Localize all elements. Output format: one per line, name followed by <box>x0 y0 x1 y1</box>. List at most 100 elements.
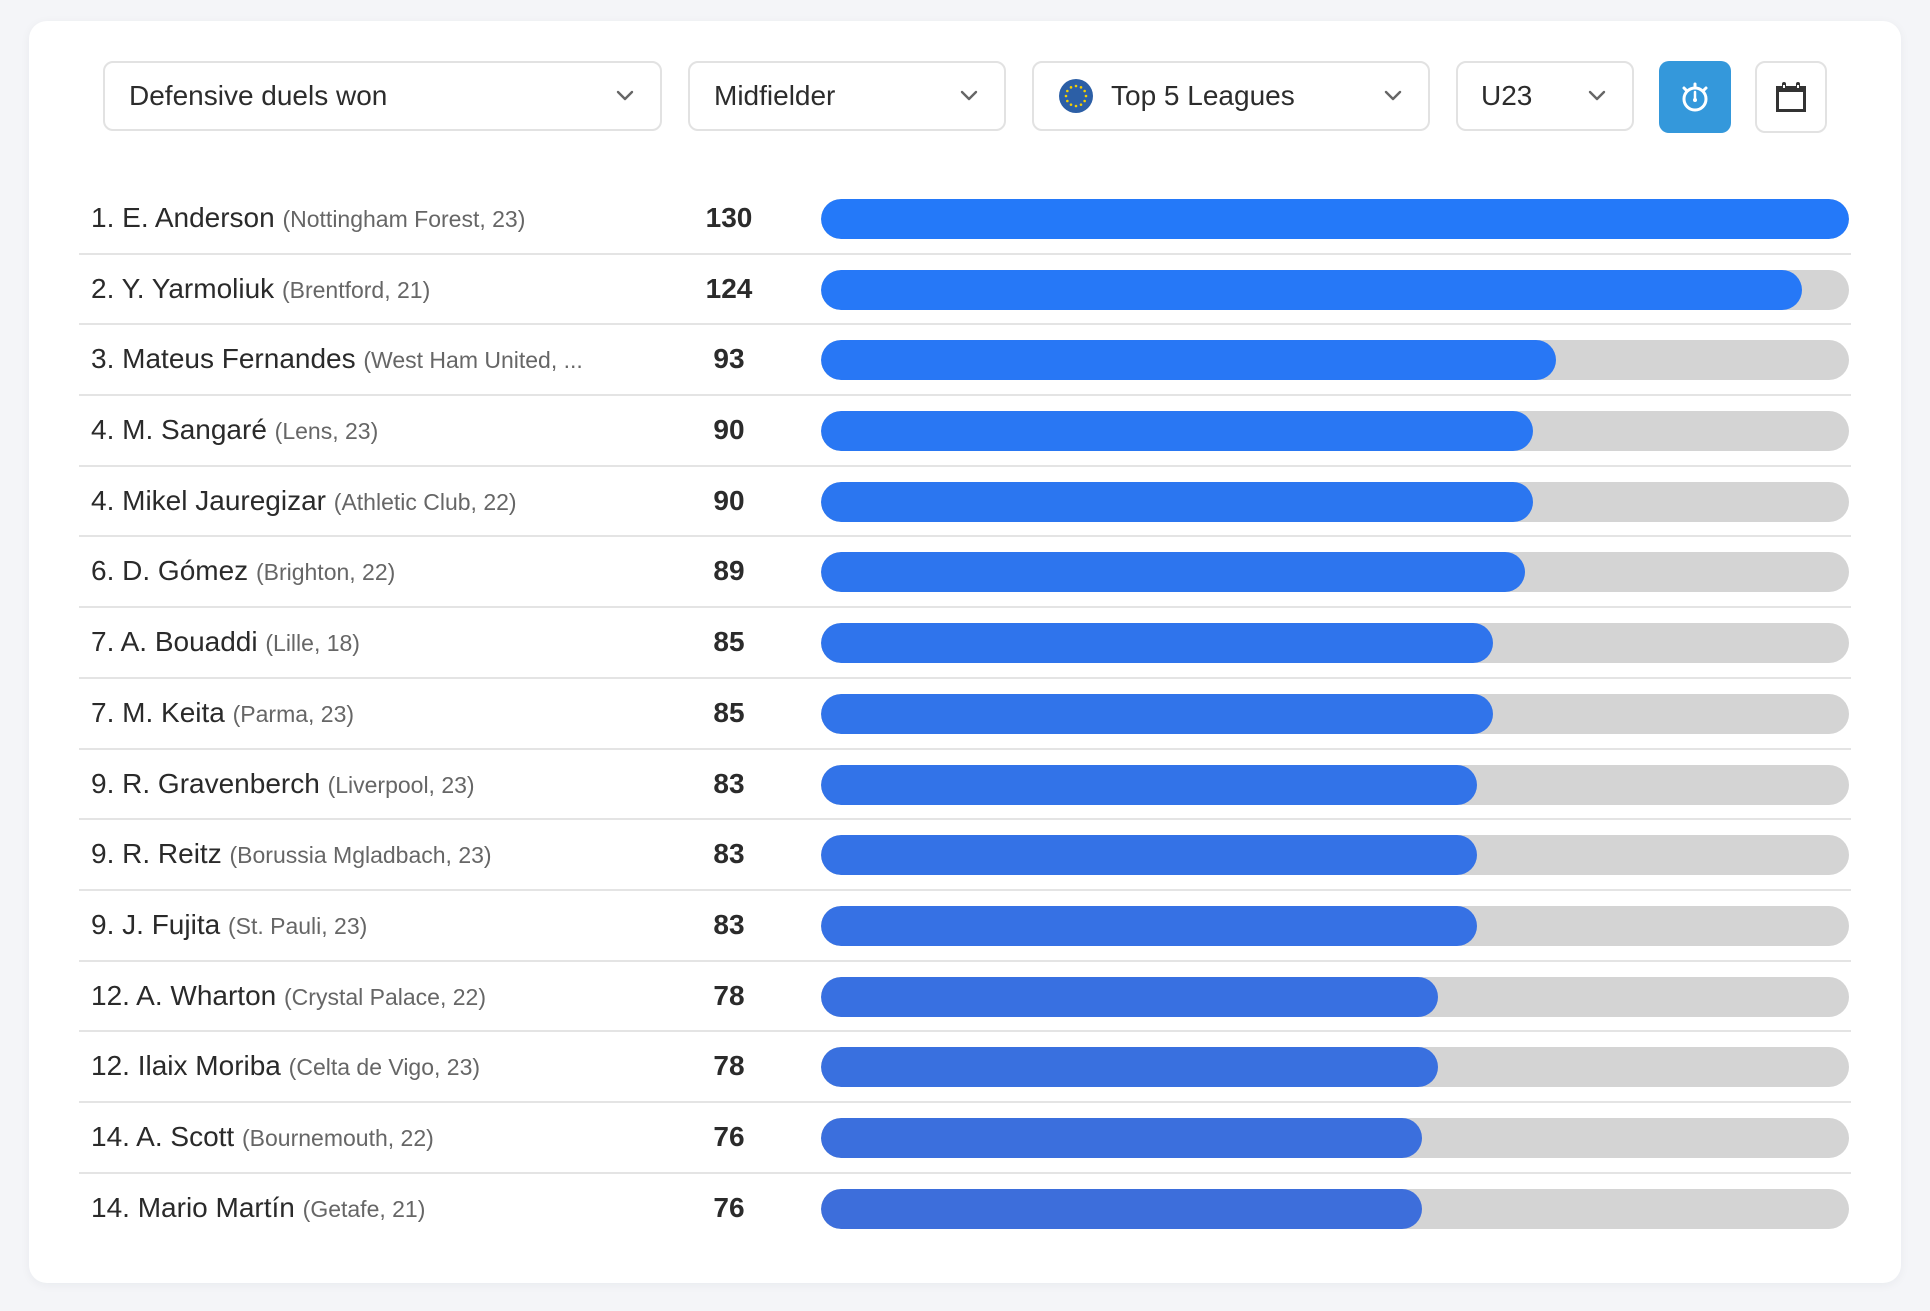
player-club: (Athletic Club, 22) <box>333 488 517 515</box>
bar-track <box>821 976 1849 1017</box>
player-name: A. Scott <box>136 1120 235 1152</box>
player-name: R. Reitz <box>122 838 222 870</box>
bar-track <box>821 905 1849 946</box>
bar-track <box>821 1117 1849 1158</box>
player-name: M. Sangaré <box>122 414 267 446</box>
list-item[interactable]: 12. A. Wharton (Crystal Palace, 22) 78 <box>79 962 1851 1033</box>
player-label: 7. M. Keita (Parma, 23) <box>91 679 631 747</box>
chevron-down-icon <box>1384 90 1402 101</box>
player-label: 14. A. Scott (Bournemouth, 22) <box>91 1103 631 1171</box>
bar <box>821 1117 1422 1158</box>
player-rank: 7. <box>91 626 115 658</box>
bar <box>821 623 1494 664</box>
eu-flag-icon <box>1059 79 1093 113</box>
calendar-button[interactable] <box>1755 61 1827 133</box>
bar <box>821 199 1849 239</box>
player-rank: 7. <box>91 696 115 728</box>
player-name: Mateus Fernandes <box>122 343 356 375</box>
player-club: (Parma, 23) <box>232 700 355 727</box>
player-rank: 6. <box>91 555 115 587</box>
bar-track <box>821 481 1849 522</box>
bar <box>821 411 1533 452</box>
player-rank: 14. <box>91 1191 130 1223</box>
player-club: (Celta de Vigo, 23) <box>288 1054 481 1081</box>
player-name: M. Keita <box>122 696 225 728</box>
bar <box>821 905 1478 946</box>
list-item[interactable]: 1. E. Anderson (Nottingham Forest, 23) 1… <box>79 184 1851 255</box>
list-item[interactable]: 12. Ilaix Moriba (Celta de Vigo, 23) 78 <box>79 1032 1851 1103</box>
player-label: 4. Mikel Jauregizar (Athletic Club, 22) <box>91 467 631 535</box>
player-name: D. Gómez <box>122 555 249 587</box>
player-label: 12. Ilaix Moriba (Celta de Vigo, 23) <box>91 1032 631 1100</box>
value-label: 90 <box>713 484 745 516</box>
list-item[interactable]: 6. D. Gómez (Brighton, 22) 89 <box>79 537 1851 609</box>
bar <box>821 764 1478 805</box>
player-name: Ilaix Moriba <box>137 1050 281 1082</box>
player-club: (Borussia Mgladbach, 23) <box>229 842 492 869</box>
list-item[interactable]: 7. M. Keita (Parma, 23) 85 <box>79 679 1851 750</box>
bar-track <box>821 764 1849 805</box>
position-dropdown[interactable]: Midfielder <box>688 61 1006 131</box>
player-rank: 1. <box>91 202 115 233</box>
player-club: (Liverpool, 23) <box>327 771 475 798</box>
bar <box>821 1047 1438 1088</box>
player-name: A. Wharton <box>136 979 277 1011</box>
player-name: A. Bouaddi <box>120 626 258 658</box>
player-club: (Nottingham Forest, 23) <box>282 206 526 232</box>
list-item[interactable]: 9. R. Gravenberch (Liverpool, 23) 83 <box>79 750 1851 821</box>
stopwatch-button[interactable] <box>1659 61 1731 133</box>
player-rank: 9. <box>91 767 115 799</box>
player-label: 2. Y. Yarmoliuk (Brentford, 21) <box>91 255 631 323</box>
player-rank: 3. <box>91 343 115 375</box>
player-label: 4. M. Sangaré (Lens, 23) <box>91 396 631 464</box>
player-club: (Getafe, 21) <box>302 1195 426 1222</box>
value-label: 78 <box>713 979 745 1011</box>
list-item[interactable]: 4. M. Sangaré (Lens, 23) 90 <box>79 396 1851 467</box>
player-rank: 12. <box>91 1050 130 1082</box>
player-name: E. Anderson <box>122 202 275 233</box>
player-club: (Bournemouth, 22) <box>242 1124 434 1151</box>
bar-track <box>821 340 1849 381</box>
list-item[interactable]: 14. Mario Martín (Getafe, 21) 76 <box>79 1174 1851 1245</box>
list-item[interactable]: 7. A. Bouaddi (Lille, 18) 85 <box>79 608 1851 679</box>
bar <box>821 269 1802 310</box>
value-label: 83 <box>713 767 745 799</box>
player-club: (Brighton, 22) <box>255 559 396 586</box>
list-item[interactable]: 9. R. Reitz (Borussia Mgladbach, 23) 83 <box>79 820 1851 891</box>
player-rank: 9. <box>91 838 115 870</box>
position-dropdown-value: Midfielder <box>714 80 836 111</box>
bar <box>821 552 1525 593</box>
player-label: 1. E. Anderson (Nottingham Forest, 23) <box>91 184 631 252</box>
list-item[interactable]: 9. J. Fujita (St. Pauli, 23) 83 <box>79 891 1851 962</box>
bar-track <box>821 693 1849 734</box>
metric-dropdown-value: Defensive duels won <box>129 80 388 111</box>
bar-track <box>821 1188 1849 1229</box>
bar-track <box>821 835 1849 876</box>
player-label: 12. A. Wharton (Crystal Palace, 22) <box>91 962 631 1030</box>
player-label: 7. A. Bouaddi (Lille, 18) <box>91 608 631 676</box>
player-label: 14. Mario Martín (Getafe, 21) <box>91 1174 631 1242</box>
player-rank: 12. <box>91 979 130 1011</box>
calendar-icon <box>1776 82 1806 112</box>
ranking-list: 1. E. Anderson (Nottingham Forest, 23) 1… <box>79 184 1851 1244</box>
player-name: Mikel Jauregizar <box>122 484 326 516</box>
league-dropdown[interactable]: Top 5 Leagues <box>1032 61 1430 131</box>
player-rank: 4. <box>91 414 115 446</box>
value-label: 130 <box>705 202 753 233</box>
bar-track <box>821 199 1849 239</box>
list-item[interactable]: 14. A. Scott (Bournemouth, 22) 76 <box>79 1103 1851 1174</box>
value-label: 76 <box>713 1191 745 1223</box>
age-dropdown-value: U23 <box>1481 80 1533 111</box>
player-rank: 14. <box>91 1120 130 1152</box>
player-club: (Crystal Palace, 22) <box>284 983 486 1010</box>
value-label: 93 <box>713 343 745 375</box>
bar-track <box>821 1047 1849 1088</box>
player-label: 9. R. Reitz (Borussia Mgladbach, 23) <box>91 820 631 888</box>
age-dropdown[interactable]: U23 <box>1456 61 1634 131</box>
list-item[interactable]: 3. Mateus Fernandes (West Ham United, ..… <box>79 325 1851 397</box>
list-item[interactable]: 4. Mikel Jauregizar (Athletic Club, 22) … <box>79 467 1851 538</box>
player-name: Y. Yarmoliuk <box>121 272 275 304</box>
player-name: R. Gravenberch <box>122 767 320 799</box>
metric-dropdown[interactable]: Defensive duels won <box>103 61 662 131</box>
list-item[interactable]: 2. Y. Yarmoliuk (Brentford, 21) 124 <box>79 255 1851 326</box>
